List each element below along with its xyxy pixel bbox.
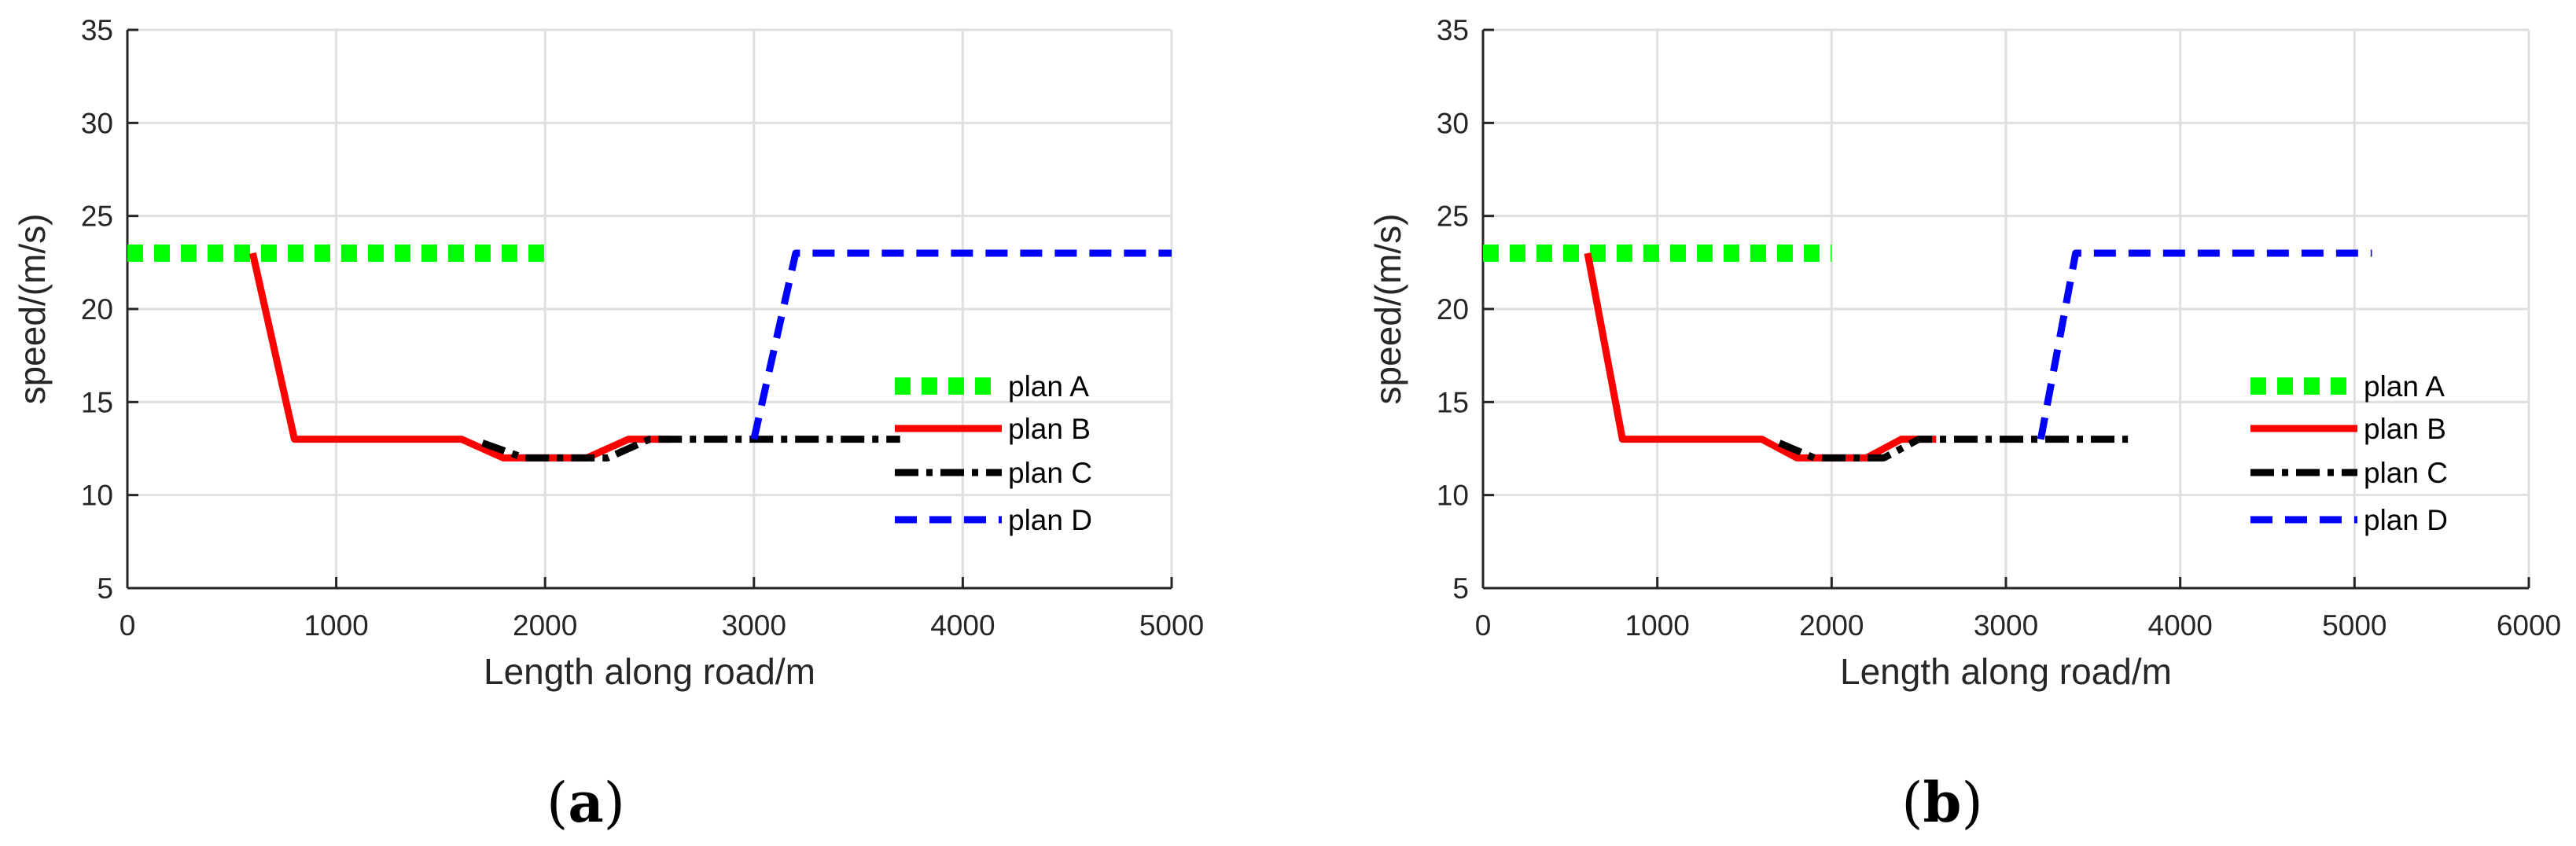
legend-entry-label: plan A — [2364, 370, 2445, 403]
y-tick-label: 20 — [1437, 293, 1469, 326]
x-tick-label: 0 — [1475, 609, 1492, 642]
y-tick-label: 25 — [1437, 200, 1469, 233]
x-tick-label: 5000 — [1139, 609, 1204, 642]
legend-entry-label: plan C — [1008, 457, 1092, 489]
y-axis-label: speed/(m/s) — [1367, 214, 1408, 405]
y-tick-label: 30 — [81, 107, 113, 139]
y-tick-label: 15 — [81, 386, 113, 418]
x-tick-label: 1000 — [304, 609, 368, 642]
y-tick-label: 35 — [1437, 14, 1469, 46]
panel-label-letter: a — [568, 770, 603, 835]
panel-label: (a) — [546, 770, 625, 835]
y-axis-label: speed/(m/s) — [12, 214, 53, 405]
legend-entry-label: plan B — [2364, 413, 2446, 445]
y-tick-label: 10 — [81, 480, 113, 512]
x-tick-label: 2000 — [1799, 609, 1864, 642]
x-tick-label: 3000 — [722, 609, 786, 642]
y-tick-label: 15 — [1437, 386, 1469, 418]
y-tick-label: 20 — [81, 293, 113, 326]
chart-panel-a: 0 1000 2000 3000 4000 5000 5 10 15 20 25 30 35 Length… — [12, 14, 1204, 835]
x-tick-label: 1000 — [1625, 609, 1690, 642]
y-tick-label: 25 — [81, 200, 113, 233]
y-tick-label: 30 — [1437, 107, 1469, 139]
panel-label: (b) — [1901, 770, 1983, 835]
legend-entry-label: plan D — [2364, 504, 2448, 536]
x-tick-label: 6000 — [2497, 609, 2561, 642]
x-axis-label: Length along road/m — [484, 651, 815, 692]
legend: plan A plan B plan C plan D — [895, 370, 1092, 536]
grid — [126, 28, 1173, 590]
series-line-plan-d — [2037, 249, 2372, 440]
y-tick-label: 35 — [81, 14, 113, 46]
panel-label-close: ) — [604, 771, 625, 835]
chart-panel-b: 0 1000 2000 3000 4000 5000 6000 5 10 15 20 25 30 35 Le… — [1367, 14, 2561, 835]
series-line-plan-c — [1778, 436, 2129, 462]
legend-entry-label: plan C — [2364, 457, 2448, 489]
x-tick-label: 4000 — [2148, 609, 2213, 642]
legend-entry-label: plan D — [1008, 504, 1092, 536]
x-tick-label: 4000 — [930, 609, 995, 642]
panel-label-letter: b — [1923, 770, 1962, 835]
panel-label-close: ) — [1961, 771, 1982, 835]
series-line-plan-d — [750, 249, 1172, 440]
y-tick-label: 5 — [97, 572, 113, 605]
grid — [1481, 28, 2530, 590]
y-tick-label: 5 — [1452, 572, 1469, 605]
y-tick-label: 10 — [1437, 480, 1469, 512]
series-line-plan-b — [248, 252, 671, 462]
x-tick-label: 2000 — [513, 609, 577, 642]
x-tick-label: 0 — [120, 609, 136, 642]
x-tick-label: 5000 — [2322, 609, 2386, 642]
x-tick-label: 3000 — [1974, 609, 2038, 642]
series-line-plan-b — [1584, 252, 1937, 462]
legend-entry-label: plan B — [1008, 413, 1091, 445]
panel-label-open: ( — [1901, 771, 1923, 835]
legend-entry-label: plan A — [1008, 370, 1089, 403]
x-axis-label: Length along road/m — [1840, 651, 2172, 692]
series-line-plan-c — [481, 436, 900, 462]
legend: plan A plan B plan C plan D — [2250, 370, 2448, 536]
panel-label-open: ( — [546, 771, 568, 835]
